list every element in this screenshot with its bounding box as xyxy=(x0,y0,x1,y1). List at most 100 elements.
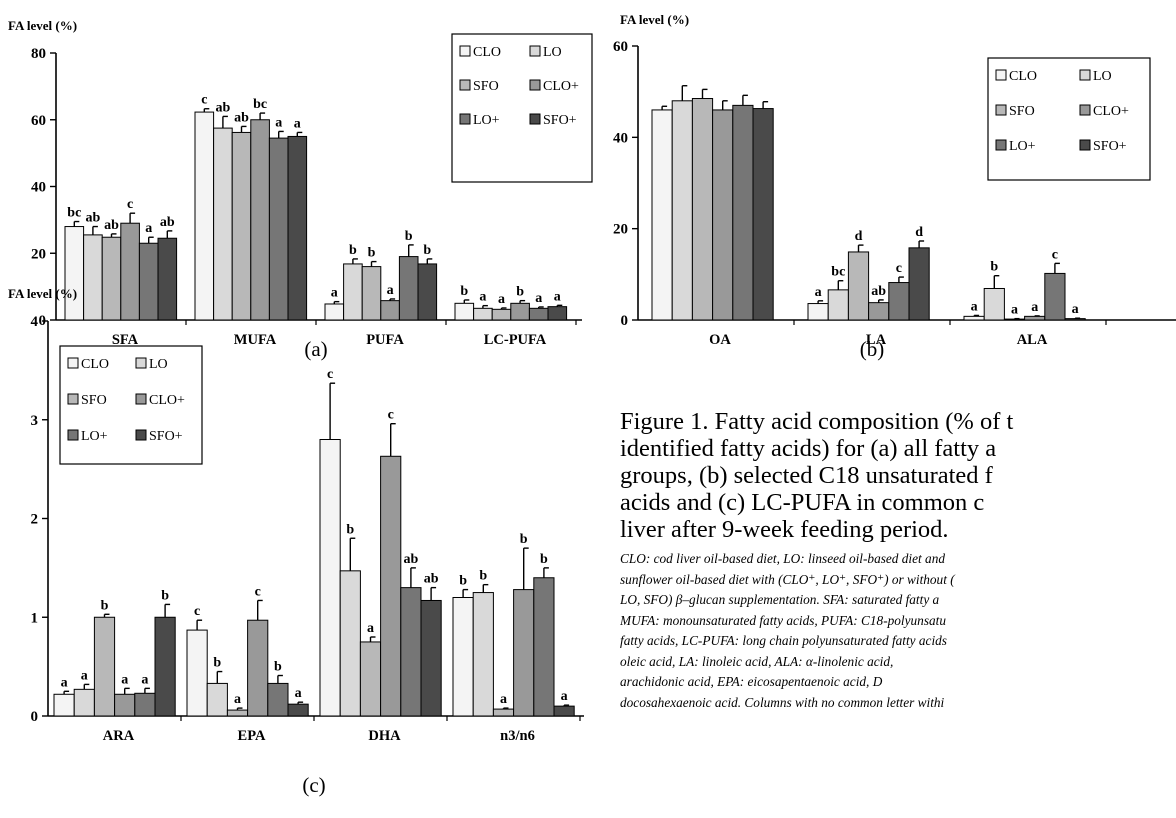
legend-label: SFO+ xyxy=(149,429,183,444)
significance-letter: d xyxy=(915,225,923,240)
legend-swatch xyxy=(135,357,147,369)
significance-letter: ab xyxy=(871,284,886,299)
legend-label: LO xyxy=(1093,69,1112,84)
bar-sfo-plus-ala xyxy=(1064,318,1086,321)
bar-lo-plus-dha xyxy=(400,587,422,717)
significance-letter: b xyxy=(540,552,548,567)
significance-letter: c xyxy=(194,604,200,619)
bar-lo-plus-la xyxy=(888,282,910,321)
note-line: fatty acids, LC-PUFA: long chain polyuns… xyxy=(620,633,947,648)
significance-letter: a xyxy=(331,286,338,301)
y-tick-label: 60 xyxy=(613,39,628,55)
significance-letter: b xyxy=(161,588,169,603)
legend-label: CLO+ xyxy=(1093,104,1129,119)
legend-swatch xyxy=(67,357,79,369)
caption-line: groups, (b) selected C18 unsaturated f xyxy=(620,462,993,489)
bar-lo-n3-n6 xyxy=(472,592,494,717)
y-tick-label: 4 xyxy=(31,314,39,330)
significance-letter: b xyxy=(101,598,109,613)
significance-letter: c xyxy=(255,584,261,599)
legend-swatch xyxy=(529,113,541,125)
bar-clo-n3-n6 xyxy=(452,597,474,717)
bar-clo-plus-epa xyxy=(247,619,269,717)
significance-letter: a xyxy=(294,116,301,131)
significance-letter: b xyxy=(479,569,487,584)
y-tick-label: 40 xyxy=(31,180,46,196)
significance-letter: b xyxy=(516,285,524,300)
bar-lo-dha xyxy=(339,570,361,717)
legend-label: LO+ xyxy=(81,429,108,444)
bar-lo-la xyxy=(827,289,849,321)
legend-label: CLO xyxy=(1009,69,1037,84)
significance-letter: ab xyxy=(160,215,175,230)
x-category-label: EPA xyxy=(238,728,266,744)
significance-letter: d xyxy=(855,229,863,244)
significance-letter: a xyxy=(81,668,88,683)
significance-letter: bc xyxy=(67,206,81,221)
panel-label: (b) xyxy=(860,337,885,361)
significance-letter: a xyxy=(535,291,542,306)
significance-letter: a xyxy=(498,292,505,307)
y-tick-label: 0 xyxy=(31,709,39,725)
x-category-label: DHA xyxy=(368,728,401,744)
bar-lo-plus-epa xyxy=(267,682,289,717)
bar-sfo-plus-ara xyxy=(154,616,176,717)
significance-letter: c xyxy=(1052,247,1058,262)
significance-letter: a xyxy=(234,692,241,707)
x-category-label: OA xyxy=(709,332,731,348)
bar-lo-plus-ara xyxy=(134,692,156,717)
note-line: LO, SFO) β–glucan supplementation. SFA: … xyxy=(620,592,940,607)
significance-letter: a xyxy=(61,675,68,690)
legend-label: CLO+ xyxy=(543,79,579,94)
significance-letter: a xyxy=(1011,303,1018,318)
legend-swatch xyxy=(995,139,1007,151)
caption-line: acids and (c) LC-PUFA in common c xyxy=(620,489,985,516)
legend-swatch xyxy=(1079,139,1091,151)
significance-letter: b xyxy=(423,243,431,258)
legend-swatch xyxy=(459,79,471,91)
caption-main: Figure 1. Fatty acid composition (% of t… xyxy=(620,408,1176,543)
bar-clo-plus-dha xyxy=(380,455,402,717)
y-axis-label: FA level (%) xyxy=(8,286,77,301)
significance-letter: a xyxy=(121,672,128,687)
legend-swatch xyxy=(1079,69,1091,81)
legend-swatch xyxy=(135,393,147,405)
y-tick-label: 60 xyxy=(31,113,46,129)
significance-letter: a xyxy=(295,686,302,701)
x-category-label: MUFA xyxy=(234,332,277,348)
legend-label: LO xyxy=(149,357,168,372)
significance-letter: b xyxy=(459,574,467,589)
legend-swatch xyxy=(67,429,79,441)
significance-letter: b xyxy=(990,260,998,275)
legend-label: SFO xyxy=(473,79,499,94)
significance-letter: a xyxy=(1031,300,1038,315)
chart-panel-c: FA level (%) 0 1 2 3 4 a a b a a b ARA c b a c b a EPA c b a c a… xyxy=(0,282,600,818)
caption-line: Figure 1. Fatty acid composition (% of t xyxy=(620,408,1014,435)
significance-letter: b xyxy=(460,284,468,299)
legend-swatch xyxy=(529,45,541,57)
y-tick-label: 20 xyxy=(613,222,628,238)
x-category-label: SFA xyxy=(112,332,139,348)
note-line: docosahexaenoic acid. Columns with no co… xyxy=(620,694,945,710)
significance-letter: c xyxy=(201,93,207,108)
bar-clo-oa xyxy=(651,109,673,321)
significance-letter: b xyxy=(520,532,528,547)
significance-letter: a xyxy=(971,299,978,314)
bar-lo-oa xyxy=(671,100,693,321)
legend-swatch xyxy=(135,429,147,441)
note-line: sunflower oil-based diet with (CLO⁺, LO⁺… xyxy=(620,571,955,587)
legend-box xyxy=(59,345,203,465)
bar-clo-plus-la xyxy=(868,302,890,321)
significance-letter: a xyxy=(561,689,568,704)
legend-box xyxy=(451,33,593,183)
significance-letter: b xyxy=(349,243,357,258)
bar-clo-ara xyxy=(53,693,75,717)
chart-panel-b: FA level (%) 0 20 40 60 OA a bc d ab c d LA a b a a c a ALA… xyxy=(608,0,1176,378)
significance-letter: ab xyxy=(86,211,101,226)
legend-label: LO xyxy=(543,45,562,60)
bar-clo-la xyxy=(807,303,829,321)
legend-box xyxy=(987,57,1151,181)
bar-sfo-plus-dha xyxy=(420,599,442,717)
bar-lo-plus-n3-n6 xyxy=(533,577,555,717)
